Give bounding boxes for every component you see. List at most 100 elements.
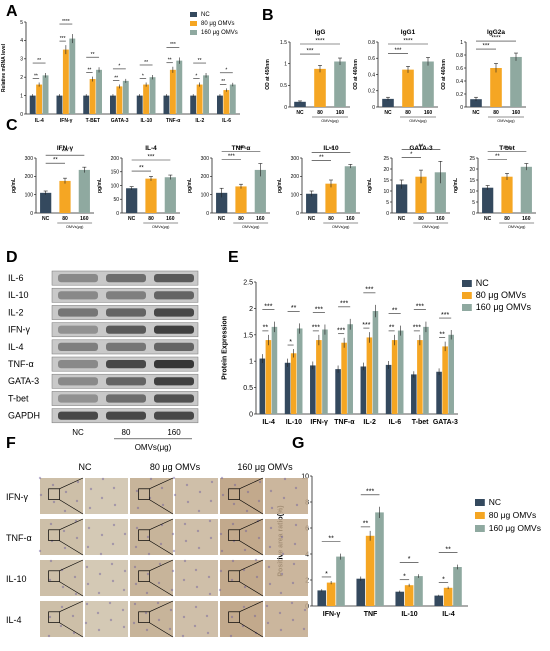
bar [96, 69, 102, 114]
histology-nucleus [74, 592, 78, 596]
bar [372, 311, 379, 414]
bar [453, 567, 462, 606]
x-tick-label: 80 [317, 110, 323, 116]
histology-nucleus [39, 493, 43, 497]
panel-letter-b: B [262, 7, 274, 24]
chart-c3: 0 100 200 300 pg/mL TNF-α NC 80 160 OMVs(μg) *****… [187, 145, 270, 229]
histology-nucleus [121, 608, 125, 612]
bar [396, 184, 408, 213]
y-axis-label: pg/mL [187, 178, 193, 193]
y-tick-label: 0 [284, 105, 287, 111]
significance-label: ** [291, 305, 297, 312]
blot-band [106, 274, 146, 283]
magnification-box [228, 611, 240, 623]
x-tick-label: IFN-γ [60, 118, 73, 124]
histology-panel: NC 80 μg OMVs 160 μg OMVs IFN-γ TNF-α IL-10 IL… [6, 462, 308, 638]
magnification-line [59, 518, 84, 531]
histology-nucleus [294, 486, 298, 490]
y-axis-label: pg/mL [277, 178, 283, 193]
significance-label: *** [362, 322, 370, 329]
significance-label: ** [34, 73, 38, 79]
legend-label: NC [201, 12, 210, 18]
y-tick-label: 1.5 [243, 332, 253, 339]
western-blot-panel: IL-6 IL-10 IL-2 IFN-γ IL-4 TNF-α GATA-3 T-bet GA… [8, 270, 199, 452]
y-tick-label: 0.4 [456, 79, 463, 85]
histology-nucleus [134, 545, 138, 549]
y-tick-label: 200 [291, 174, 300, 180]
significance-label: * [408, 556, 411, 563]
significance-label: ** [392, 307, 398, 314]
histology-nucleus [198, 490, 202, 494]
histology-nucleus [147, 552, 151, 556]
legend-swatch [462, 304, 472, 311]
histology-nucleus [280, 535, 284, 539]
significance-label: *** [312, 325, 320, 332]
histology-image-high-mag [85, 478, 128, 514]
histology-nucleus [145, 591, 149, 595]
significance-label: * [403, 574, 406, 581]
blot-band [154, 411, 194, 420]
legend-swatch [190, 12, 197, 17]
bar [294, 101, 306, 107]
x-tick-label: NC [218, 216, 226, 222]
histology-row-label: IL-10 [6, 574, 27, 584]
y-tick-label: 300 [25, 156, 34, 162]
histology-column-label: NC [79, 462, 92, 472]
bar [229, 84, 236, 114]
x-tick-label: IL-2 [363, 419, 376, 426]
histology-nucleus [144, 611, 148, 615]
magnification-box [48, 529, 60, 541]
x-tick-label: 80 [504, 216, 510, 222]
bar [136, 95, 143, 114]
magnification-line [239, 600, 264, 613]
histology-image-high-mag [175, 478, 218, 514]
bar [78, 169, 90, 213]
x-tick-label: NC [484, 216, 492, 222]
histology-nucleus [207, 575, 211, 579]
histology-image-low-mag [130, 601, 173, 637]
significance-label: *** [441, 312, 449, 319]
histology-nucleus [59, 624, 63, 628]
y-tick-label: 0 [116, 211, 119, 217]
histology-nucleus [291, 581, 295, 585]
histology-nucleus [113, 503, 117, 507]
legend-label: 80 μg OMVs [489, 510, 536, 520]
histology-nucleus [253, 614, 257, 618]
significance-label: ** [445, 546, 451, 553]
histology-nucleus [112, 486, 116, 490]
bar [366, 337, 373, 414]
x-tick-label: IL-6 [222, 118, 231, 124]
histology-nucleus [156, 601, 160, 605]
chart-c4: 0 100 200 300 pg/mL IL-10 NC 80 160 OMVs(μg) ** ** [277, 145, 360, 229]
histology-nucleus [173, 493, 177, 497]
y-tick-label: 100 [111, 183, 120, 189]
significance-label: ** [198, 58, 202, 64]
blot-band [58, 308, 98, 317]
x-tick-label: NC [296, 110, 304, 116]
significance-label: * [325, 571, 328, 578]
magnification-line [149, 559, 174, 572]
histology-nucleus [244, 529, 248, 533]
bar [223, 90, 230, 114]
histology-nucleus [186, 500, 190, 504]
histology-nucleus [182, 578, 186, 582]
y-axis-label: OD at 460nm [441, 59, 447, 90]
x-tick-label: NC [128, 216, 136, 222]
blot-band [106, 394, 146, 403]
y-tick-label: 0 [206, 211, 209, 217]
x-tick-label: TNF-α [334, 419, 355, 426]
blot-band [154, 377, 194, 386]
blot-lane-label: 160 [167, 428, 181, 437]
group-label: OMVs(μg) [152, 225, 170, 229]
bar [443, 587, 453, 606]
panel-letter-a: A [6, 3, 18, 20]
magnification-box [138, 611, 150, 623]
bar [411, 374, 417, 414]
magnification-box [228, 529, 240, 541]
histology-nucleus [295, 503, 299, 507]
bar [126, 188, 138, 213]
bar [482, 187, 494, 213]
x-tick-label: NC [398, 216, 406, 222]
significance-label: ** [221, 79, 225, 85]
y-tick-label: 20 [469, 167, 475, 173]
